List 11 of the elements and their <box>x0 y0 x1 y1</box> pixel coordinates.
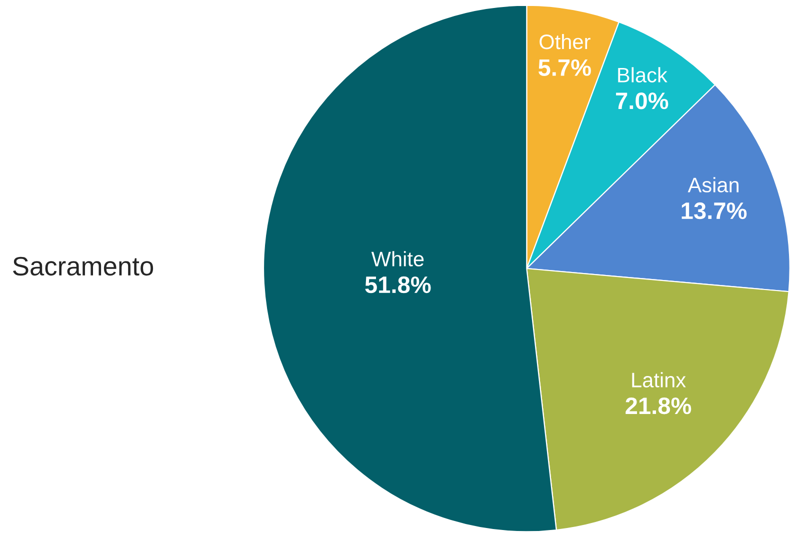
data-label: 51.8% <box>365 276 431 294</box>
slice-label: White <box>371 251 424 266</box>
slice-label: Latinx <box>632 372 686 388</box>
slice-label: Black <box>618 67 668 82</box>
slice-label: Asian <box>688 177 738 192</box>
data-label: 5.7% <box>538 59 591 76</box>
text: Sacramento <box>13 256 154 276</box>
data-label: 13.7% <box>682 202 747 220</box>
data-label: 7.0% <box>616 92 668 110</box>
data-label: 21.8% <box>626 397 692 414</box>
slice-label: Other <box>540 34 590 50</box>
